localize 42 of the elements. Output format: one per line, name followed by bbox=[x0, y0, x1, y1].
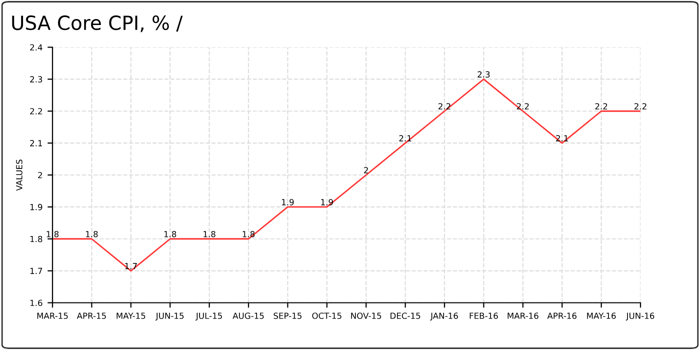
x-tick-label: FEB-16 bbox=[470, 312, 498, 319]
y-tick-label: 1.9 bbox=[30, 204, 42, 210]
data-label: 2 bbox=[364, 167, 368, 174]
y-tick-label: 2.4 bbox=[30, 44, 42, 50]
x-tick-label: DEC-15 bbox=[390, 312, 420, 319]
data-label: 1.8 bbox=[204, 230, 216, 238]
x-tick-label: JUL-15 bbox=[196, 312, 222, 320]
y-tick-label: 2.2 bbox=[30, 108, 42, 114]
chart-title: USA Core CPI, % / bbox=[12, 15, 183, 32]
x-tick-label: AUG-15 bbox=[232, 312, 264, 319]
x-tick-label: MAR-16 bbox=[508, 312, 538, 319]
x-tick-label: NOV-15 bbox=[351, 312, 382, 319]
data-label: 1.9 bbox=[321, 199, 333, 206]
x-tick-label: OCT-15 bbox=[312, 312, 342, 319]
data-label: 2.1 bbox=[399, 135, 412, 142]
data-label: 1.8 bbox=[86, 230, 98, 238]
data-label: 2.1 bbox=[556, 135, 568, 142]
y-tick-label: 1.6 bbox=[30, 300, 42, 306]
y-tick-label: 1.8 bbox=[30, 236, 42, 242]
x-tick-label: MAR-15 bbox=[37, 312, 68, 319]
data-label: 2.2 bbox=[516, 103, 529, 110]
data-label: 2.3 bbox=[478, 71, 490, 78]
y-tick-label: 2.1 bbox=[30, 140, 42, 146]
y-tick-label: 2.3 bbox=[30, 76, 42, 82]
x-tick-label: JUN-15 bbox=[155, 312, 184, 320]
data-label: 2.2 bbox=[595, 103, 608, 110]
x-tick-label: APR-16 bbox=[547, 312, 576, 319]
x-tick-label: MAY-15 bbox=[116, 312, 146, 319]
data-label: 1.8 bbox=[164, 230, 176, 238]
y-tick-label: 1.7 bbox=[30, 268, 42, 274]
data-label: 1.9 bbox=[282, 199, 294, 206]
data-label: 2.2 bbox=[634, 103, 646, 110]
x-tick-label: SEP-15 bbox=[274, 312, 302, 319]
x-tick-label: APR-15 bbox=[76, 312, 106, 319]
data-label: 2.2 bbox=[438, 103, 450, 110]
y-tick-label: 2 bbox=[38, 172, 42, 178]
x-tick-label: JUN-16 bbox=[626, 312, 654, 320]
data-label: 1.7 bbox=[125, 263, 137, 270]
data-label: 1.8 bbox=[242, 230, 255, 238]
x-tick-label: JAN-16 bbox=[430, 312, 458, 320]
x-tick-label: MAY-16 bbox=[587, 312, 616, 319]
y-axis-title: VALUES bbox=[16, 160, 22, 191]
